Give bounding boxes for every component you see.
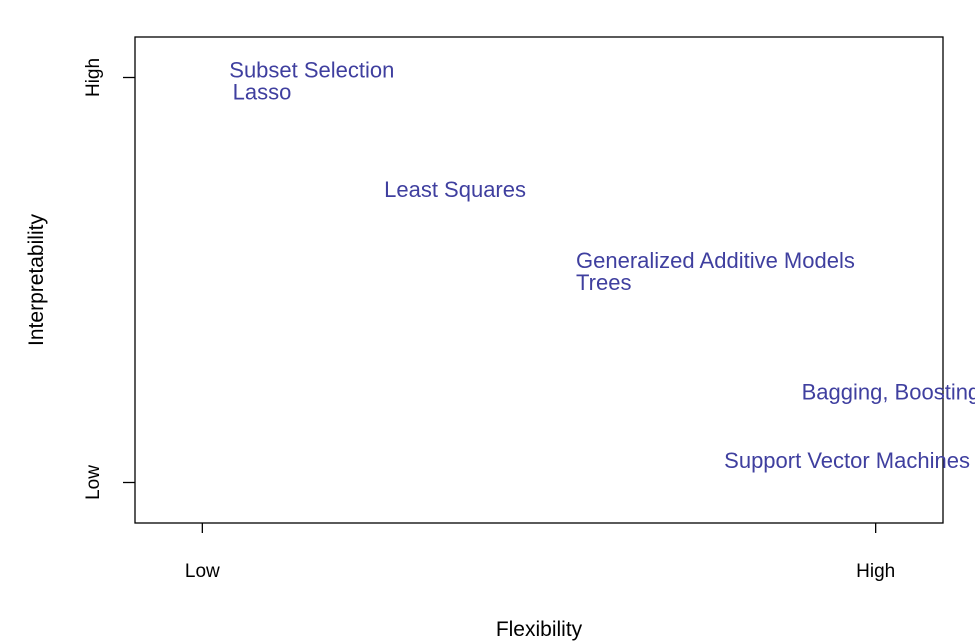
x-axis-label: Flexibility [496,618,583,641]
point-label-4: Trees [576,270,631,295]
y-tick-label-0: Low [83,465,104,500]
point-label-0: Subset Selection [229,57,394,82]
y-axis: Low High [83,58,135,500]
y-tick-label-1: High [83,58,104,97]
point-label-3: Generalized Additive Models [576,248,855,273]
x-tick-label-1: High [856,561,895,582]
x-tick-label-0: Low [185,561,220,582]
point-label-6: Support Vector Machines [724,448,970,473]
point-label-1: Lasso [233,80,292,105]
point-label-2: Least Squares [384,177,526,202]
x-axis: Low High [185,523,895,582]
plot-frame [134,36,944,524]
y-axis-label: Interpretability [25,214,48,346]
point-label-5: Bagging, Boosting [802,379,975,404]
